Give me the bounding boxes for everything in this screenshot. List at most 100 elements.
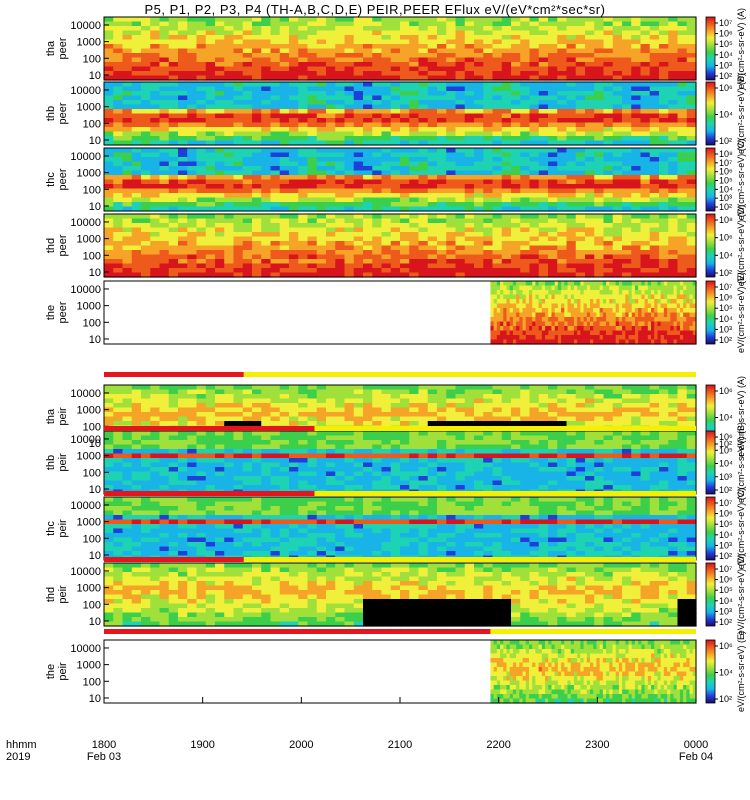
spectrogram-cell [224, 254, 235, 260]
spectrogram-cell [570, 312, 575, 318]
spectrogram-cell [575, 30, 586, 36]
spectrogram-cell [594, 250, 605, 256]
spectrogram-cell [270, 148, 281, 154]
spectrogram-cell [492, 152, 503, 158]
spectrogram-cell [529, 157, 540, 163]
spectrogram-cell [483, 140, 494, 146]
spectrogram-cell [381, 122, 392, 128]
spectrogram-cell [566, 152, 577, 158]
spectrogram-cell [522, 317, 527, 323]
spectrogram-cell [270, 175, 281, 181]
spectrogram-cell [409, 21, 420, 27]
spectrogram-cell [573, 312, 578, 318]
spectrogram-cell [649, 175, 660, 181]
spectrogram-cell [609, 312, 614, 318]
spectrogram-cell [603, 127, 614, 133]
spectrogram-cell [545, 321, 549, 327]
spectrogram-cell [409, 26, 420, 32]
spectrogram-cell [686, 175, 697, 181]
spectrogram-cell [464, 131, 475, 137]
spectrogram-cell [233, 184, 244, 190]
spectrogram-cell [603, 100, 614, 106]
spectrogram-cell [686, 197, 697, 203]
spectrogram-cell [279, 109, 290, 115]
spectrogram-cell [289, 184, 299, 190]
spectrogram-cell [446, 184, 457, 190]
spectrogram-cell [446, 188, 457, 194]
spectrogram-cell [659, 214, 669, 220]
spectrogram-cell [205, 53, 216, 59]
spectrogram-cell [400, 140, 410, 146]
spectrogram-cell [586, 317, 591, 323]
spectrogram-cell [418, 184, 429, 190]
spectrogram-cell [594, 44, 605, 50]
spectrogram-cell [381, 100, 392, 106]
spectrogram-cell [437, 140, 447, 146]
spectrogram-cell [363, 66, 373, 72]
spectrogram-cell [511, 48, 521, 54]
spectrogram-cell [585, 227, 595, 233]
spectrogram-cell [187, 39, 198, 45]
spectrogram-cell [122, 241, 133, 247]
spectrogram-cell [668, 53, 679, 59]
spectrogram-cell [437, 202, 447, 208]
spectrogram-cell [418, 57, 429, 63]
spectrogram-cell [233, 91, 244, 97]
y-axis-label: peer [57, 234, 69, 256]
spectrogram-cell [353, 206, 364, 212]
spectrogram-cell [501, 122, 512, 128]
spectrogram-cell [668, 157, 679, 163]
spectrogram-cell [483, 250, 494, 256]
spectrogram-cell [344, 75, 355, 81]
spectrogram-cell [159, 389, 170, 395]
spectrogram-cell [353, 26, 364, 32]
spectrogram-cell [659, 86, 669, 92]
spectrogram-cell [187, 385, 198, 391]
spectrogram-cell [316, 53, 327, 59]
spectrogram-cell [529, 109, 540, 115]
spectrogram-cell [187, 75, 198, 81]
spectrogram-cell [659, 104, 669, 110]
spectrogram-cell [634, 326, 639, 332]
spectrogram-cell [270, 188, 281, 194]
spectrogram-cell [187, 223, 198, 229]
spectrogram-cell [372, 206, 383, 212]
spectrogram-cell [178, 62, 188, 68]
spectrogram-cell [566, 175, 577, 181]
spectrogram-cell [603, 148, 614, 154]
spectrogram-cell [594, 197, 605, 203]
spectrogram-cell [594, 122, 605, 128]
spectrogram-cell [307, 214, 318, 220]
spectrogram-cell [159, 412, 170, 418]
spectrogram-cell [131, 254, 142, 260]
spectrogram-cell [316, 197, 327, 203]
spectrogram-cell [224, 259, 235, 265]
spectrogram-cell [427, 39, 438, 45]
spectrogram-cell [224, 140, 235, 146]
spectrogram-cell [612, 223, 623, 229]
spectrogram-cell [455, 44, 466, 50]
spectrogram-cell [631, 157, 642, 163]
spectrogram-cell [335, 66, 346, 72]
spectrogram-cell [548, 75, 558, 81]
spectrogram-cell [538, 335, 543, 341]
spectrogram-cell [511, 245, 521, 251]
spectrogram-cell [437, 179, 447, 185]
spectrogram-cell [532, 308, 537, 314]
spectrogram-cell [122, 385, 133, 391]
spectrogram-cell [492, 223, 503, 229]
spectrogram-cell [122, 166, 133, 172]
spectrogram-cell [500, 330, 504, 336]
spectrogram-cell [335, 407, 346, 413]
spectrogram-cell [654, 285, 659, 291]
spectrogram-cell [551, 290, 556, 296]
spectrogram-cell [242, 53, 253, 59]
spectrogram-cell [122, 232, 133, 238]
spectrogram-cell [187, 403, 198, 409]
spectrogram-cell [196, 152, 207, 158]
spectrogram-cell [659, 254, 669, 260]
spectrogram-cell [557, 136, 568, 142]
spectrogram-cell [224, 86, 235, 92]
spectrogram-cell [446, 75, 457, 81]
spectrogram-cell [528, 312, 533, 318]
